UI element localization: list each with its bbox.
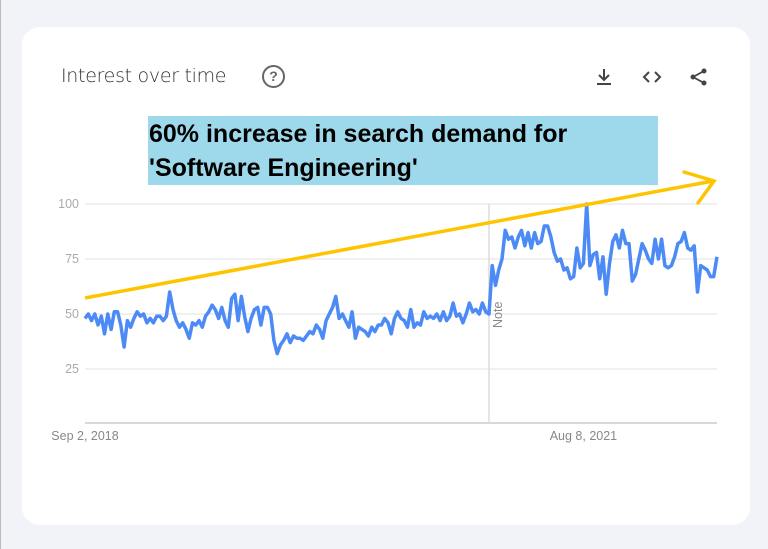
y-tick-label: 100 [58, 197, 79, 211]
question-circle-icon[interactable]: ? [262, 65, 285, 88]
chart-card [22, 27, 750, 525]
y-tick-label: 50 [65, 307, 79, 321]
embed-code-icon[interactable] [641, 66, 663, 88]
trend-arrow [84, 170, 717, 300]
y-tick-label: 75 [65, 252, 79, 266]
y-tick-label: 25 [65, 362, 79, 376]
note-label[interactable]: Note [491, 302, 505, 328]
x-tick-label: Aug 8, 2021 [550, 429, 617, 443]
annotation-line-2: 'Software Engineering' [149, 154, 418, 182]
chart-title: Interest over time [61, 65, 227, 87]
x-tick-label: Sep 2, 2018 [51, 429, 118, 443]
series-line [83, 202, 719, 356]
share-icon[interactable] [688, 66, 710, 88]
annotation-line-1: 60% increase in search demand for [149, 120, 568, 148]
download-icon[interactable] [593, 66, 615, 88]
annotation-box: 60% increase in search demand for 'Softw… [148, 116, 658, 185]
